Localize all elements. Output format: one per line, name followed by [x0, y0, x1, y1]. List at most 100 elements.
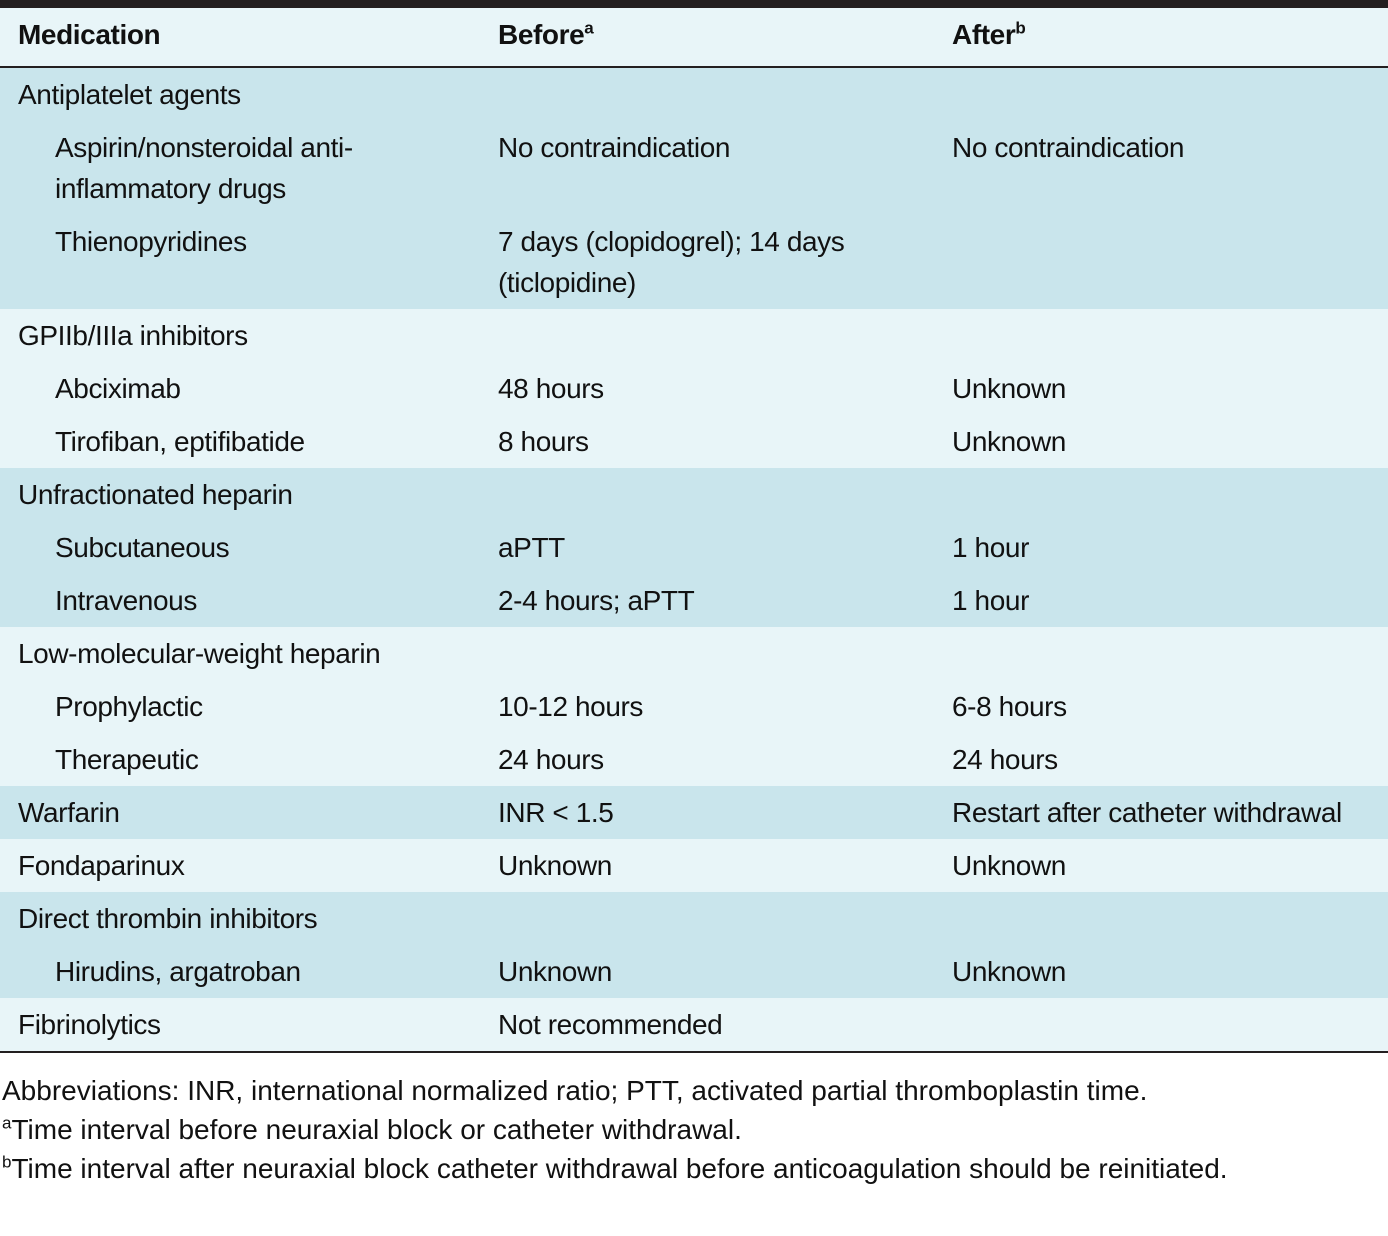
- before-text: INR < 1.5: [498, 797, 614, 828]
- before-text: No contraindication: [498, 132, 731, 163]
- before-text: Not recommended: [498, 1009, 723, 1040]
- medication-name: Subcutaneous: [55, 532, 230, 563]
- item-row: Hirudins, argatroban Unknown Unknown: [0, 945, 1388, 998]
- item-row: Intravenous 2-4 hours; aPTT 1 hour: [0, 574, 1388, 627]
- after-cell: Restart after catheter withdrawal: [952, 786, 1388, 839]
- after-cell: Unknown: [952, 945, 1388, 998]
- after-cell: Unknown: [952, 362, 1388, 415]
- item-row: Tirofiban, eptifibatide 8 hours Unknown: [0, 415, 1388, 468]
- before-cell: Not recommended: [498, 998, 952, 1052]
- group-row: Fondaparinux Unknown Unknown: [0, 839, 1388, 892]
- before-text: 7 days (clopidogrel); 14 days (ticlopidi…: [498, 226, 845, 298]
- header-cell: Medication: [0, 4, 498, 68]
- footnote-mark: a: [2, 1113, 12, 1133]
- header-text: After: [952, 19, 1016, 50]
- item-row: Thienopyridines 7 days (clopidogrel); 14 …: [0, 215, 1388, 309]
- footnote-text: Time interval after neuraxial block cath…: [11, 1153, 1228, 1184]
- after-cell: [952, 309, 1388, 362]
- after-cell: [952, 468, 1388, 521]
- medication-cell: Aspirin/nonsteroidal anti-inflammatory d…: [0, 121, 498, 215]
- before-cell: [498, 67, 952, 121]
- medication-name: Fondaparinux: [18, 850, 185, 881]
- medication-name: Unfractionated heparin: [18, 479, 293, 510]
- before-text: Unknown: [498, 956, 612, 987]
- after-text: 6-8 hours: [952, 691, 1067, 722]
- after-cell: [952, 892, 1388, 945]
- header-text: Medication: [18, 19, 161, 50]
- before-cell: aPTT: [498, 521, 952, 574]
- before-text: 2-4 hours; aPTT: [498, 585, 695, 616]
- medication-name: Prophylactic: [55, 691, 203, 722]
- group-row: Fibrinolytics Not recommended: [0, 998, 1388, 1052]
- medication-cell: Subcutaneous: [0, 521, 498, 574]
- medication-cell: Fibrinolytics: [0, 998, 498, 1052]
- medication-cell: Tirofiban, eptifibatide: [0, 415, 498, 468]
- before-text: Unknown: [498, 850, 612, 881]
- medication-name: Antiplatelet agents: [18, 79, 241, 110]
- group-row: GPIIb/IIIa inhibitors: [0, 309, 1388, 362]
- footnotes: Abbreviations: INR, international normal…: [0, 1053, 1388, 1188]
- before-cell: 24 hours: [498, 733, 952, 786]
- after-cell: [952, 627, 1388, 680]
- medication-cell: Fondaparinux: [0, 839, 498, 892]
- before-cell: [498, 309, 952, 362]
- after-cell: [952, 215, 1388, 309]
- item-row: Prophylactic 10-12 hours 6-8 hours: [0, 680, 1388, 733]
- after-cell: 1 hour: [952, 521, 1388, 574]
- before-text: 24 hours: [498, 744, 604, 775]
- after-text: No contraindication: [952, 132, 1185, 163]
- item-row: Subcutaneous aPTT 1 hour: [0, 521, 1388, 574]
- medication-name: Tirofiban, eptifibatide: [55, 426, 305, 457]
- medication-name: Intravenous: [55, 585, 197, 616]
- medication-table: Medication Beforea Afterb Antiplatelet a…: [0, 0, 1388, 1053]
- after-cell: Unknown: [952, 415, 1388, 468]
- after-cell: 24 hours: [952, 733, 1388, 786]
- medication-name: Therapeutic: [55, 744, 199, 775]
- after-cell: 6-8 hours: [952, 680, 1388, 733]
- footnote-mark: b: [1015, 18, 1026, 38]
- medication-name: Low-molecular-weight heparin: [18, 638, 381, 669]
- medication-name: Fibrinolytics: [18, 1009, 161, 1040]
- medication-cell: Therapeutic: [0, 733, 498, 786]
- before-cell: 48 hours: [498, 362, 952, 415]
- medication-cell: Warfarin: [0, 786, 498, 839]
- group-row: Antiplatelet agents: [0, 67, 1388, 121]
- medication-cell: Intravenous: [0, 574, 498, 627]
- medication-cell: Abciximab: [0, 362, 498, 415]
- before-cell: Unknown: [498, 839, 952, 892]
- after-text: 1 hour: [952, 585, 1029, 616]
- before-cell: 10-12 hours: [498, 680, 952, 733]
- before-cell: 7 days (clopidogrel); 14 days (ticlopidi…: [498, 215, 952, 309]
- medication-name: GPIIb/IIIa inhibitors: [18, 320, 248, 351]
- before-cell: [498, 892, 952, 945]
- header-row: Medication Beforea Afterb: [0, 4, 1388, 68]
- medication-cell: Direct thrombin inhibitors: [0, 892, 498, 945]
- after-text: Unknown: [952, 956, 1066, 987]
- medication-cell: Low-molecular-weight heparin: [0, 627, 498, 680]
- before-cell: No contraindication: [498, 121, 952, 215]
- medication-name: Warfarin: [18, 797, 120, 828]
- after-cell: Unknown: [952, 839, 1388, 892]
- before-text: aPTT: [498, 532, 565, 563]
- item-row: Abciximab 48 hours Unknown: [0, 362, 1388, 415]
- header-cell: Afterb: [952, 4, 1388, 68]
- header-cell: Beforea: [498, 4, 952, 68]
- before-text: 10-12 hours: [498, 691, 644, 722]
- medication-name: Aspirin/nonsteroidal anti-inflammatory d…: [55, 132, 353, 204]
- medication-cell: Antiplatelet agents: [0, 67, 498, 121]
- footnote-text: Time interval before neuraxial block or …: [11, 1114, 742, 1145]
- before-cell: 2-4 hours; aPTT: [498, 574, 952, 627]
- before-cell: [498, 627, 952, 680]
- medication-cell: GPIIb/IIIa inhibitors: [0, 309, 498, 362]
- footnote-mark: a: [584, 18, 594, 38]
- after-cell: [952, 998, 1388, 1052]
- group-row: Direct thrombin inhibitors: [0, 892, 1388, 945]
- after-text: 24 hours: [952, 744, 1058, 775]
- medication-name: Abciximab: [55, 373, 181, 404]
- footnote: aTime interval before neuraxial block or…: [2, 1110, 1370, 1149]
- after-cell: No contraindication: [952, 121, 1388, 215]
- after-text: Unknown: [952, 373, 1066, 404]
- before-cell: Unknown: [498, 945, 952, 998]
- table-body: Antiplatelet agents Aspirin/nonsteroidal …: [0, 67, 1388, 1052]
